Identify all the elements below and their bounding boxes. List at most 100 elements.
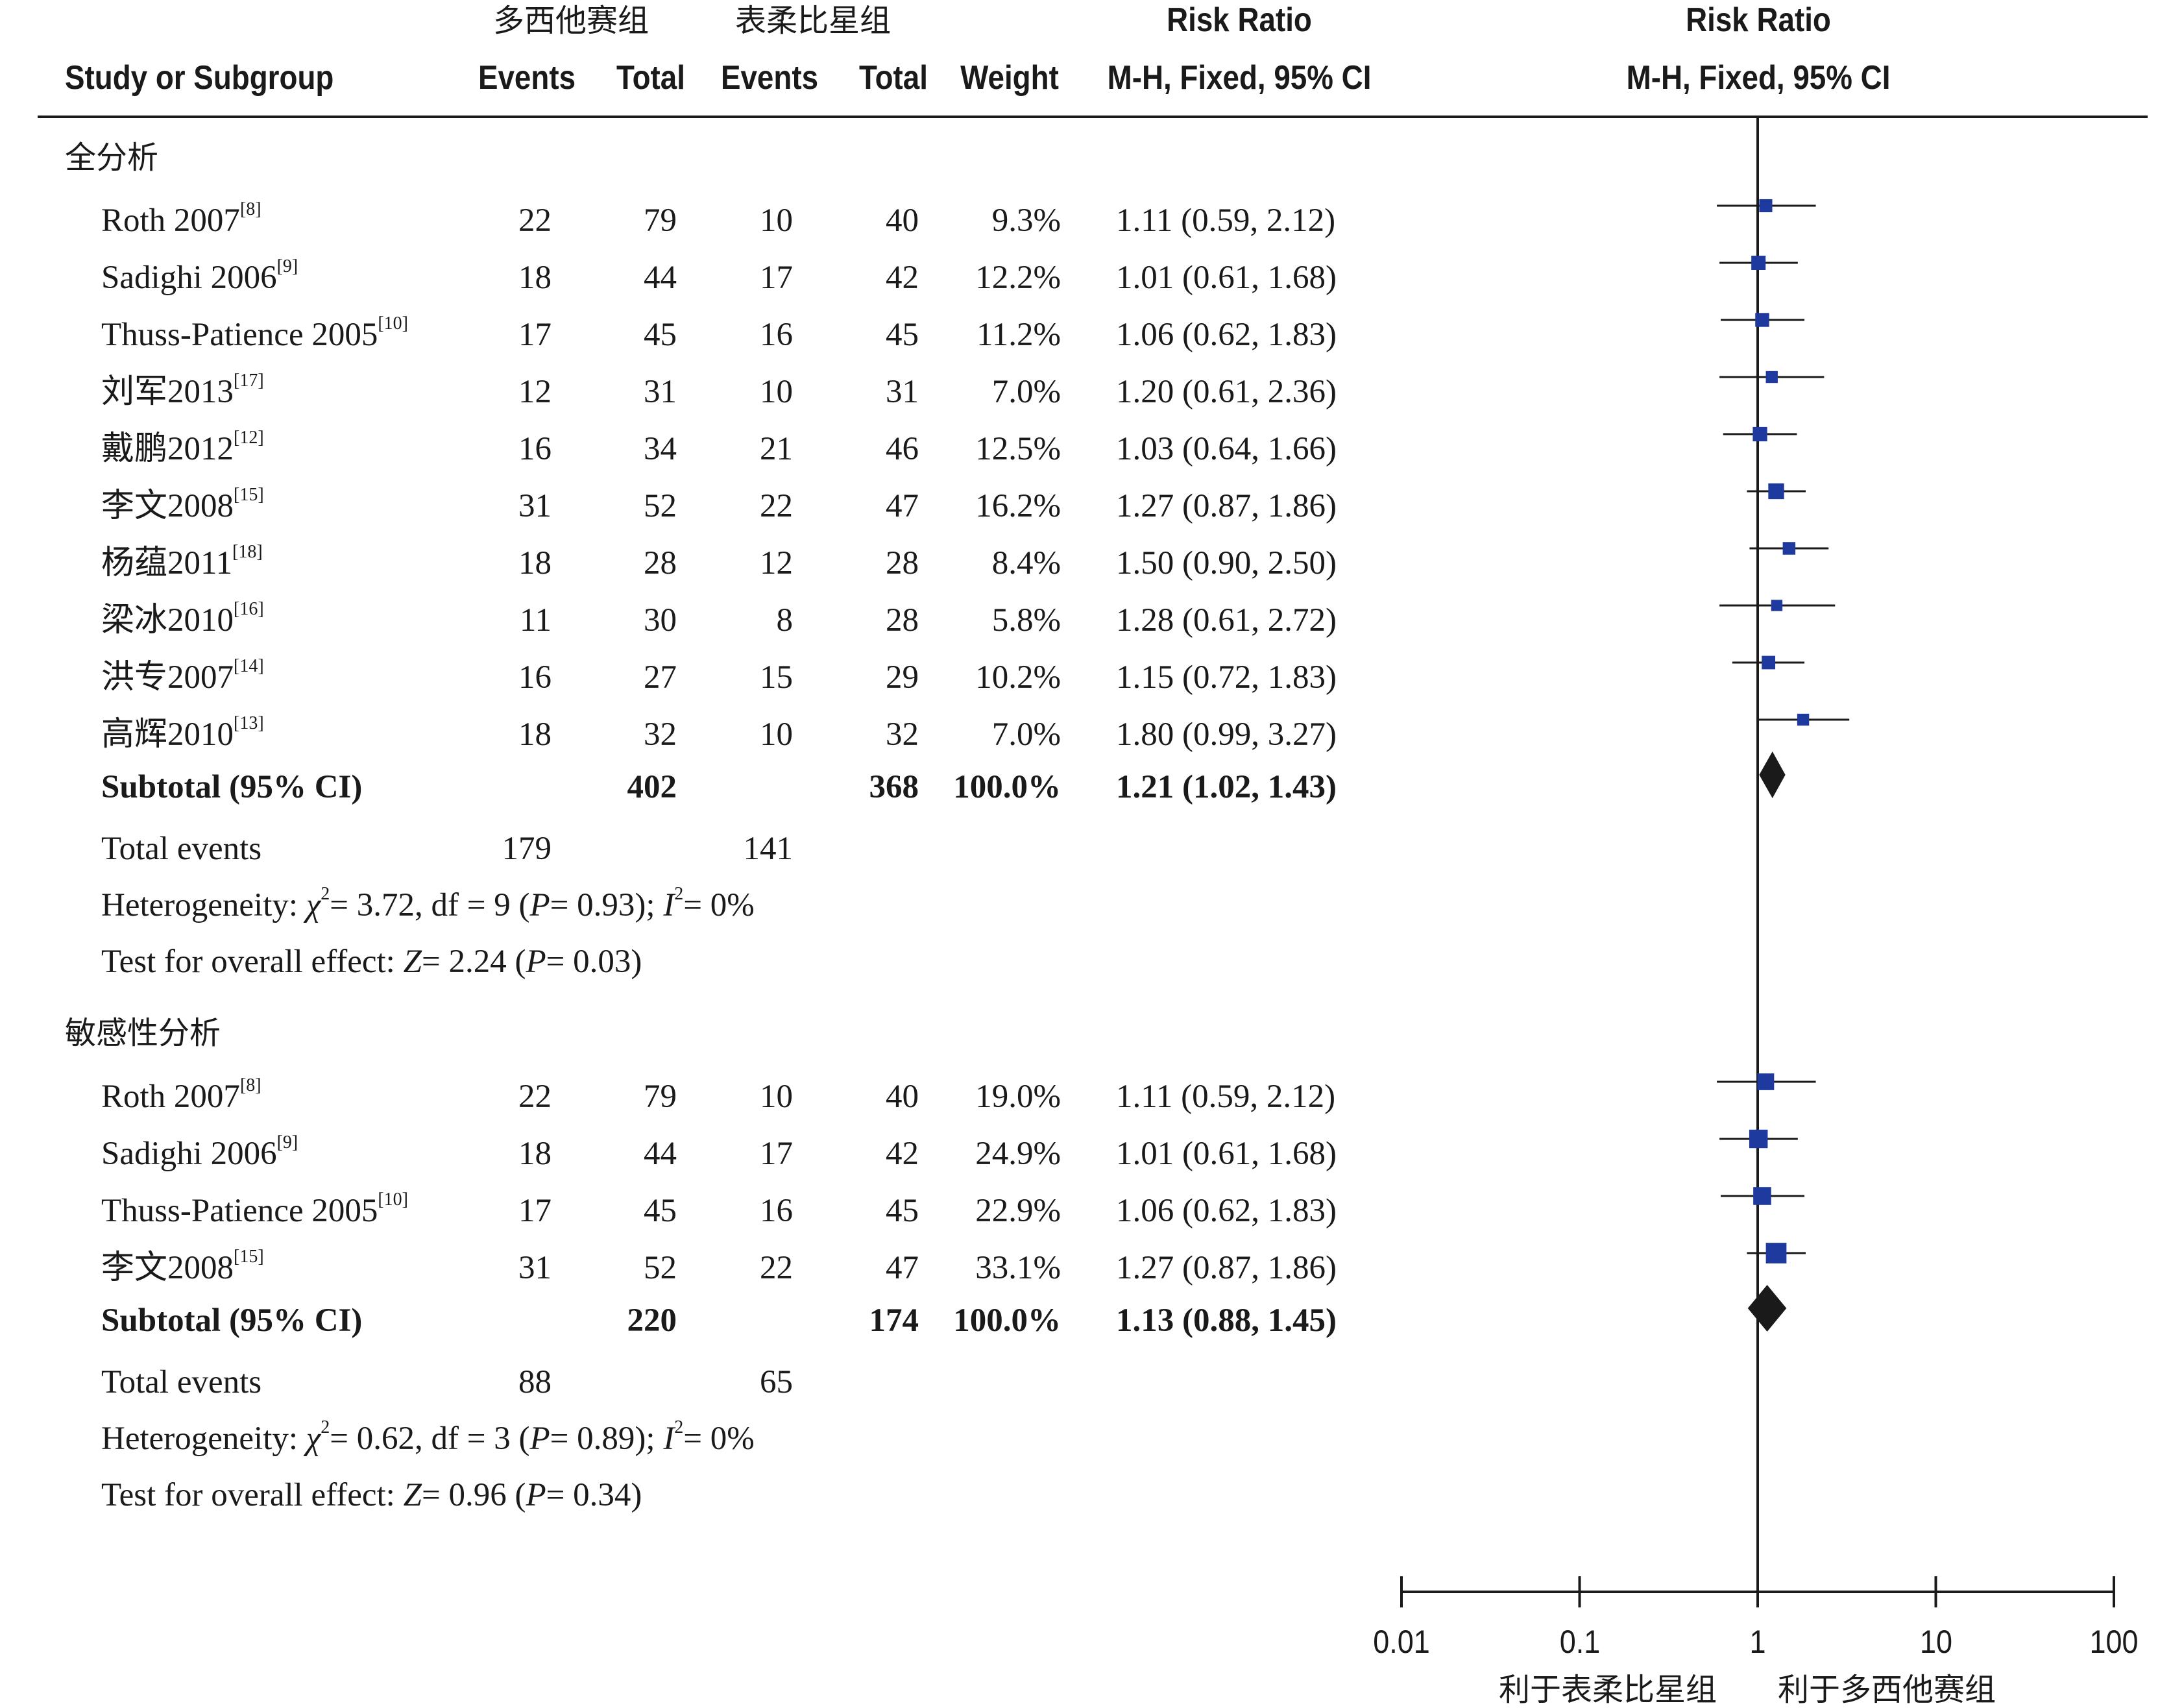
- subtotal-total-a: 402: [627, 769, 677, 805]
- study-name: 戴鹏2012[12]: [101, 429, 264, 467]
- study-ref: [15]: [234, 485, 264, 505]
- axis-tick-label: 100: [2089, 1624, 2139, 1660]
- overall-effect-part: P: [526, 944, 546, 980]
- events-a: 18: [518, 260, 552, 296]
- study-name: Sadighi 2006[9]: [101, 258, 298, 295]
- rr-value: 1.27 (0.87, 1.86): [1116, 488, 1337, 524]
- events-b: 16: [760, 1193, 793, 1229]
- rr-value: 1.06 (0.62, 1.83): [1116, 1193, 1337, 1229]
- events-b: 10: [760, 374, 793, 410]
- axis-tick-label: 10: [1919, 1624, 1952, 1660]
- study-ref: [10]: [378, 313, 408, 334]
- total-a: 45: [644, 1193, 677, 1229]
- weight-value: 8.4%: [991, 545, 1061, 581]
- rr-value: 1.28 (0.61, 2.72): [1116, 602, 1337, 639]
- study-marker: [1797, 713, 1810, 726]
- study-ref: [13]: [234, 713, 264, 733]
- events-a: 31: [518, 488, 552, 524]
- overall-effect-part: Test for overall effect:: [101, 944, 404, 980]
- study-ref: [12]: [234, 428, 264, 448]
- heterogeneity-part: = 3.72, df = 9 (: [330, 887, 530, 923]
- weight-value: 7.0%: [991, 716, 1061, 753]
- events-a: 16: [518, 659, 552, 696]
- total-b: 31: [886, 374, 919, 410]
- heterogeneity-part: Heterogeneity:: [101, 887, 306, 923]
- overall-effect-part: = 0.96 (: [421, 1477, 526, 1513]
- subtotal-weight: 100.0%: [953, 1302, 1061, 1339]
- group-b-header: 表柔比星组: [734, 3, 891, 39]
- subtotal-label: Subtotal (95% CI): [101, 769, 363, 805]
- events-b: 22: [760, 1250, 793, 1286]
- heterogeneity-part: = 0.62, df = 3 (: [330, 1421, 530, 1457]
- rr-value: 1.11 (0.59, 2.12): [1116, 1079, 1336, 1115]
- weight-value: 24.9%: [975, 1136, 1061, 1172]
- study-label: 梁冰2010: [101, 602, 234, 639]
- study-ref: [8]: [239, 1075, 261, 1095]
- study-label: Thuss-Patience 2005: [101, 1193, 378, 1229]
- group-a-header: 多西他赛组: [492, 3, 649, 39]
- study-ref: [18]: [232, 542, 263, 562]
- overall-effect-part: P: [526, 1477, 546, 1513]
- total-events-a: 88: [518, 1364, 552, 1400]
- events-a: 11: [519, 602, 552, 639]
- col-total-a: Total: [616, 59, 685, 97]
- total-a: 34: [644, 431, 677, 467]
- weight-value: 12.2%: [975, 260, 1061, 296]
- total-b: 28: [886, 602, 919, 639]
- weight-value: 9.3%: [991, 202, 1061, 239]
- plot-method: M-H, Fixed, 95% CI: [1626, 59, 1891, 97]
- total-b: 29: [886, 659, 919, 696]
- study-marker: [1765, 1243, 1787, 1263]
- events-a: 17: [518, 317, 552, 353]
- study-label: Roth 2007: [101, 202, 240, 239]
- heterogeneity-part: P: [529, 1421, 550, 1457]
- study-label: 洪专2007: [101, 659, 234, 696]
- rr-value: 1.06 (0.62, 1.83): [1116, 317, 1337, 353]
- heterogeneity-part: 2: [321, 884, 330, 904]
- total-events-label: Total events: [101, 831, 262, 867]
- events-b: 22: [760, 488, 793, 524]
- study-name: 梁冰2010[16]: [101, 600, 264, 639]
- plot-title: Risk Ratio: [1686, 1, 1831, 39]
- heterogeneity-part: χ: [306, 887, 321, 923]
- study-marker: [1768, 483, 1784, 500]
- total-a: 31: [644, 374, 677, 410]
- heterogeneity-part: 2: [674, 1417, 684, 1437]
- events-a: 22: [518, 202, 552, 239]
- study-marker: [1765, 371, 1778, 384]
- events-b: 8: [776, 602, 794, 639]
- study-name: 杨蕴2011[18]: [101, 543, 263, 580]
- col-weight: Weight: [960, 59, 1059, 97]
- total-events-label: Total events: [101, 1364, 262, 1400]
- heterogeneity-part: = 0%: [683, 887, 755, 923]
- total-a: 28: [644, 545, 677, 581]
- heterogeneity-text: Heterogeneity: χ2= 3.72, df = 9 (P= 0.93…: [101, 885, 755, 923]
- total-a: 32: [644, 716, 677, 753]
- overall-effect-part: = 0.03): [546, 944, 642, 980]
- overall-effect-part: Test for overall effect:: [101, 1477, 404, 1513]
- col-study: Study or Subgroup: [65, 59, 334, 97]
- total-events-b: 65: [760, 1364, 793, 1400]
- study-marker: [1782, 542, 1796, 555]
- overall-effect-text: Test for overall effect: Z= 2.24 (P= 0.0…: [101, 946, 642, 979]
- events-a: 18: [518, 545, 552, 581]
- events-a: 31: [518, 1250, 552, 1286]
- total-events-a: 179: [502, 831, 552, 867]
- events-a: 12: [518, 374, 552, 410]
- rr-value: 1.20 (0.61, 2.36): [1116, 374, 1337, 410]
- weight-value: 11.2%: [976, 317, 1061, 353]
- study-label: 刘军2013: [101, 374, 234, 410]
- events-a: 16: [518, 431, 552, 467]
- total-b: 32: [886, 716, 919, 753]
- rr-value: 1.80 (0.99, 3.27): [1116, 716, 1337, 753]
- study-label: 戴鹏2012: [101, 431, 234, 467]
- total-a: 30: [644, 602, 677, 639]
- study-name: 李文2008[15]: [101, 1248, 264, 1285]
- subtotal-label: Subtotal (95% CI): [101, 1302, 363, 1339]
- overall-effect-part: Z: [403, 1477, 422, 1513]
- study-marker: [1762, 655, 1776, 670]
- total-a: 44: [644, 260, 677, 296]
- events-a: 18: [518, 1136, 552, 1172]
- heterogeneity-part: = 0%: [683, 1421, 755, 1457]
- rr-value: 1.27 (0.87, 1.86): [1116, 1250, 1337, 1286]
